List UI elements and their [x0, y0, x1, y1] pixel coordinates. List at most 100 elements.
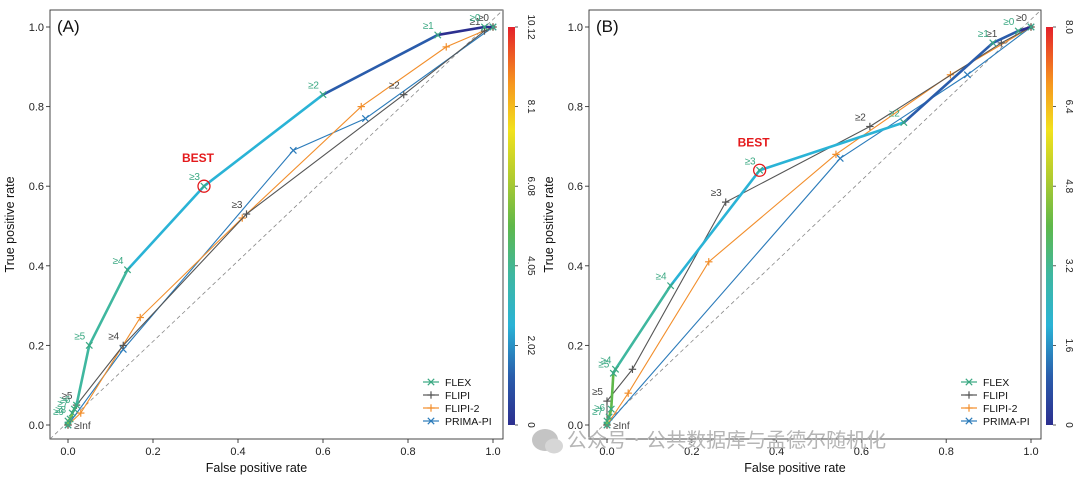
flex-curve-segment — [126, 184, 206, 272]
flex-threshold-label: ≥4 — [656, 272, 667, 283]
y-tick-label: 0.0 — [29, 420, 44, 432]
y-tick-label: 0.6 — [29, 181, 44, 193]
prima-pi-point — [119, 345, 127, 354]
flex-curve-segment — [991, 29, 1020, 45]
x-tick-label: 0.0 — [599, 446, 614, 458]
diagonal-reference-line — [588, 9, 1042, 440]
series-flipi: ≥Inf ≥5 ≥3 ≥2 ≥1 ≥0 — [592, 13, 1035, 432]
colorbar-tick-label: 1.6 — [1063, 338, 1074, 352]
flipi-threshold-label: ≥2 — [389, 81, 400, 92]
flipi-threshold-label: ≥Inf — [74, 421, 91, 432]
y-tick-label: 0.8 — [29, 102, 44, 114]
flipi-2-curve — [606, 26, 1032, 426]
flipi-threshold-label: ≥3 — [711, 188, 722, 199]
x-axis-title: False positive rate — [744, 461, 845, 475]
roc-panel-b: 0.0 0.2 0.4 0.6 0.8 1.0 0.0 0.2 0.4 0.6 0.8 1.0 Fals… — [542, 9, 1074, 475]
flipi-curve — [606, 26, 1032, 425]
flex-threshold-label: ≥3 — [189, 172, 200, 183]
flipi-curve — [67, 26, 494, 426]
flex-curve-segment — [202, 93, 325, 188]
y-tick-label: 0.2 — [568, 340, 583, 352]
flex-point — [480, 23, 489, 31]
flipi-threshold-label: ≥0 — [1016, 13, 1027, 24]
flex-threshold-label: ≥6 — [59, 395, 70, 406]
plot-frame — [588, 9, 1042, 440]
colorbar-gradient — [1046, 27, 1053, 425]
colorbar-tick-label: 3.2 — [1063, 259, 1074, 273]
y-tick-label: 1.0 — [568, 22, 583, 34]
flex-point — [200, 182, 208, 190]
prima-pi-curve — [606, 26, 1032, 426]
y-tick-label: 0.0 — [568, 420, 583, 432]
colorbar-tick-label: 6.08 — [525, 176, 536, 196]
best-label: BEST — [738, 135, 771, 149]
panel-label: (B) — [596, 17, 619, 36]
best-label: BEST — [182, 151, 215, 165]
diagonal-reference-line — [49, 9, 504, 440]
x-tick-label: 0.4 — [230, 446, 245, 458]
flex-point — [72, 401, 81, 409]
flex-curve-segment — [87, 268, 129, 347]
colorbar-tick-label: 0 — [525, 422, 536, 428]
colorbar-tick-label: 4.8 — [1063, 179, 1074, 193]
flex-point — [756, 166, 764, 174]
flex-curve-segment — [609, 371, 615, 411]
flex-curve-segment — [758, 121, 906, 172]
flex-point — [319, 91, 327, 99]
best-marker — [197, 179, 211, 193]
flex-threshold-label: ≥7 — [592, 407, 603, 418]
flex-threshold-label: ≥6 — [594, 403, 605, 414]
series-flex: ≥7≥6≥5≥4≥4≥3≥2≥1≥0 — [592, 17, 1035, 429]
flex-threshold-label: ≥2 — [308, 81, 319, 92]
roc-panel-a: 0.0 0.2 0.4 0.6 0.8 1.0 0.0 0.2 0.4 0.6 0.8 1.0 Fals… — [3, 9, 536, 475]
flex-curve-segment — [669, 168, 761, 288]
y-tick-label: 0.8 — [568, 102, 583, 114]
series-flipi-2 — [603, 23, 1035, 429]
flex-threshold-label: ≥4 — [600, 355, 611, 366]
flex-point — [603, 417, 611, 425]
x-tick-label: 0.2 — [145, 446, 160, 458]
legend-label-flipi: FLIPI — [983, 390, 1008, 402]
flipi-threshold-label: ≥0 — [478, 13, 489, 24]
legend-marker — [427, 378, 435, 386]
flex-threshold-label: ≥0 — [469, 13, 480, 24]
flex-curve-segment — [614, 284, 672, 371]
legend-label-flex: FLEX — [983, 377, 1009, 389]
flex-curve-segment — [436, 25, 486, 37]
colorbar-gradient — [508, 27, 515, 425]
colorbar-tick-label: 6.4 — [1063, 100, 1074, 114]
legend-label-flipi: FLIPI — [445, 390, 470, 402]
flipi-threshold-label: ≥4 — [108, 331, 119, 342]
y-tick-label: 0.6 — [568, 181, 583, 193]
x-tick-label: 1.0 — [1023, 446, 1038, 458]
panel-label: (A) — [57, 17, 80, 36]
flex-curve-segment — [607, 407, 613, 419]
colorbar-tick-label: 8.1 — [525, 100, 536, 114]
prima-pi-point — [836, 154, 844, 162]
y-tick-label: 0.4 — [568, 261, 583, 273]
y-axis-title: True positive rate — [3, 176, 17, 272]
flex-point — [1014, 27, 1022, 35]
flex-threshold-label: ≥8 — [55, 405, 66, 416]
x-tick-label: 0.6 — [315, 446, 330, 458]
flex-threshold-label: ≥7 — [57, 399, 68, 410]
flex-threshold-label: ≥1 — [978, 29, 989, 40]
flex-point — [70, 405, 78, 413]
legend-label-flipi-2: FLIPI-2 — [445, 403, 480, 415]
watermark-text: 公众号 · 公共数据库与孟德尔随机化 — [567, 428, 886, 452]
prima-pi-point — [361, 114, 370, 123]
flipi-threshold-label: ≥1 — [469, 17, 480, 28]
y-tick-label: 1.0 — [29, 22, 44, 34]
wechat-icon — [545, 438, 563, 454]
legend-marker — [427, 417, 435, 425]
flex-point — [989, 39, 997, 47]
x-tick-label: 0.8 — [939, 446, 954, 458]
legend-label-flipi-2: FLIPI-2 — [983, 403, 1018, 415]
legend-label-prima-pi: PRIMA-PI — [445, 416, 492, 428]
series-flipi-2 — [64, 23, 497, 429]
flipi-threshold-label: ≥1 — [986, 29, 997, 40]
legend-label-prima-pi: PRIMA-PI — [983, 416, 1030, 428]
